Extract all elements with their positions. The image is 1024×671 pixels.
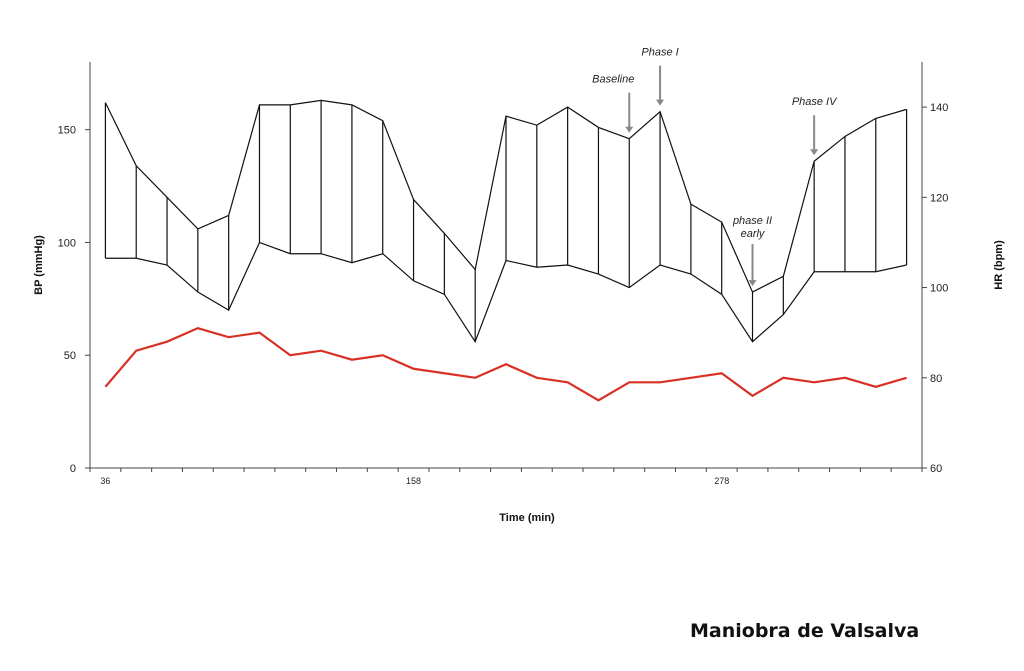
arrow-head-icon [625, 126, 634, 133]
diastolic-line [105, 241, 907, 344]
y-tick-label: 150 [58, 125, 76, 137]
y-tick-label: 100 [58, 237, 76, 249]
y2-tick-label: 140 [930, 102, 948, 114]
systolic-line [104, 99, 907, 293]
annotation-label: Baseline [592, 74, 634, 86]
y2-tick-label: 80 [930, 373, 942, 385]
annotation-label: Phase IV [792, 96, 838, 108]
x-axis-title: Time (min) [499, 512, 555, 524]
x-tick-label: 36 [100, 476, 110, 486]
y-axis-title: BP (mmHg) [33, 235, 45, 295]
hr-line [104, 326, 907, 402]
x-tick-label: 278 [714, 476, 729, 486]
y-tick-label: 50 [64, 350, 76, 362]
annotation-label: early [741, 228, 766, 240]
arrow-head-icon [810, 149, 819, 156]
chart-title: Maniobra de Valsalva [690, 620, 920, 642]
arrow-head-icon [656, 99, 665, 106]
annotation-label: phase II [732, 215, 772, 227]
arrow-head-icon [748, 280, 757, 287]
y-tick-label: 0 [70, 463, 76, 475]
y2-tick-label: 100 [930, 283, 948, 295]
x-tick-label: 158 [406, 476, 421, 486]
y2-tick-label: 120 [930, 192, 948, 204]
y2-axis-title: HR (bpm) [993, 240, 1005, 290]
y2-tick-label: 60 [930, 463, 942, 475]
annotation-label: Phase I [641, 47, 678, 59]
